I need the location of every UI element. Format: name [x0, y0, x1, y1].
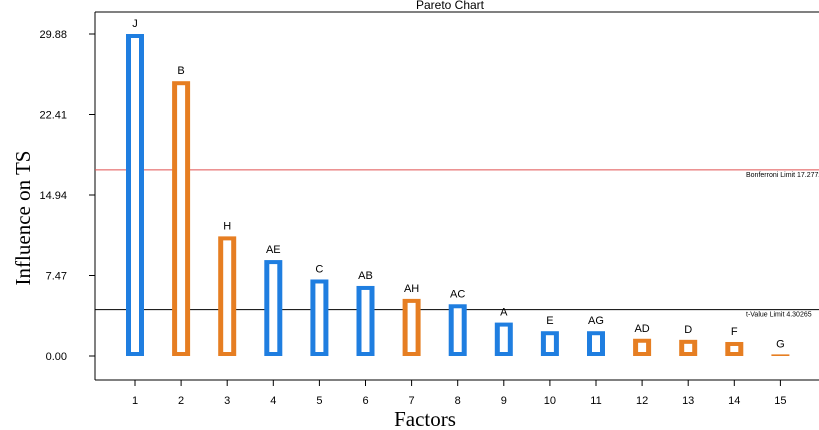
bar-inner [453, 308, 462, 352]
limit-label: Bonferroni Limit 17.2772 [746, 172, 819, 179]
bar-inner [315, 283, 324, 352]
x-tick-label: 13 [682, 395, 694, 407]
y-tick-label: 0.00 [46, 351, 67, 363]
bar-factor-label: AB [358, 270, 373, 282]
bar-inner [545, 335, 554, 352]
x-tick-label: 5 [316, 395, 322, 407]
x-tick-label: 1 [132, 395, 138, 407]
bar-inner [269, 264, 278, 352]
bar-factor-label: F [731, 326, 738, 338]
y-tick-label: 7.47 [46, 271, 67, 283]
x-tick-label: 10 [544, 395, 556, 407]
bar-factor-label: D [684, 324, 692, 336]
x-tick-label: 12 [636, 395, 648, 407]
bar-factor-label: AD [634, 323, 649, 335]
bar-factor-label: J [132, 18, 138, 30]
x-axis: 1 2 3 4 5 6 7 8 9 10 11 12 13 14 15 [132, 380, 787, 407]
bar-factor-label: B [177, 65, 184, 77]
bar-factor-label: AH [404, 283, 419, 295]
x-tick-label: 2 [178, 395, 184, 407]
x-tick-label: 11 [590, 395, 601, 407]
x-tick-label: 14 [728, 395, 740, 407]
x-tick-label: 7 [409, 395, 415, 407]
bar-factor-label: AC [450, 288, 465, 300]
x-axis-title: Factors [394, 407, 456, 430]
bar-factor-label: AG [588, 315, 604, 327]
x-tick-label: 3 [224, 395, 230, 407]
bar-factor-label: A [500, 307, 508, 319]
x-tick-label: 6 [362, 395, 368, 407]
bar-factor-label: C [315, 263, 323, 275]
x-tick-label: 15 [774, 395, 786, 407]
bar-inner [684, 343, 693, 352]
bar-inner [131, 38, 139, 352]
bar-inner [638, 342, 647, 352]
y-axis: 0.00 7.47 14.94 22.41 29.88 [39, 29, 95, 363]
bar-factor-label: AE [266, 244, 281, 256]
x-tick-label: 9 [501, 395, 507, 407]
x-tick-label: 8 [455, 395, 461, 407]
bar-inner [223, 240, 232, 352]
limit-label: t-Value Limit 4.30265 [746, 312, 812, 319]
chart-title: Pareto Chart [416, 0, 485, 12]
bar-inner [499, 326, 508, 352]
bar [771, 354, 790, 356]
bar-factor-label: E [546, 315, 553, 327]
bar-inner [361, 289, 370, 352]
plot-frame [94, 11, 819, 381]
y-tick-label: 22.41 [39, 110, 67, 122]
bar-factor-label: H [223, 220, 231, 232]
bar-inner [407, 302, 416, 352]
bar-factor-label: G [776, 338, 785, 350]
bar-inner [592, 335, 600, 352]
y-axis-title: Influence on TS [11, 151, 35, 286]
x-tick-label: 4 [270, 395, 276, 407]
bar-inner [177, 85, 186, 352]
bar-inner [730, 345, 739, 352]
y-tick-label: 14.94 [39, 190, 67, 202]
y-tick-label: 29.88 [39, 29, 67, 41]
